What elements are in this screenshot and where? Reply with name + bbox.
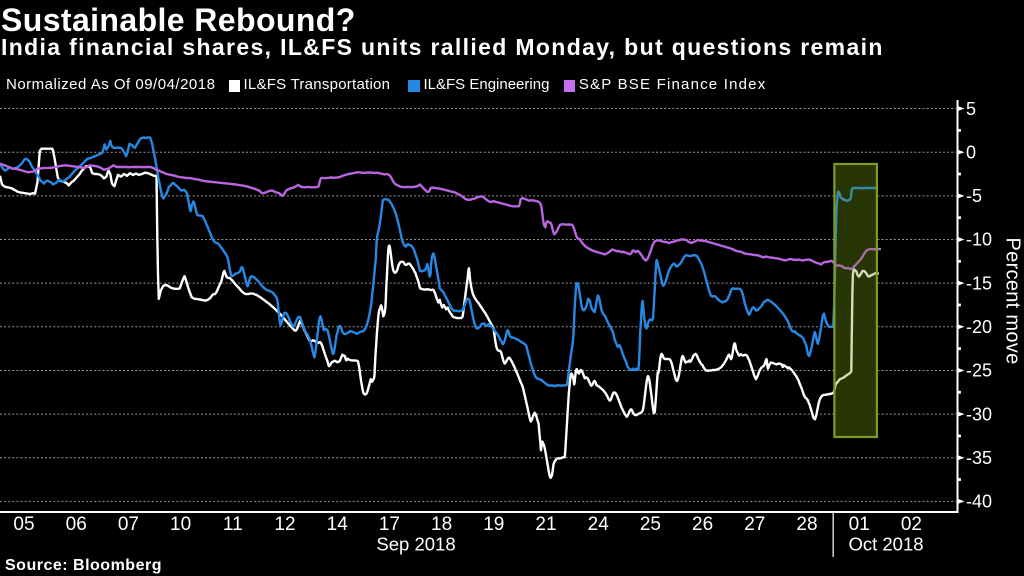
- svg-text:19: 19: [483, 514, 504, 535]
- svg-text:0: 0: [966, 142, 976, 162]
- svg-text:24: 24: [588, 514, 610, 535]
- svg-text:05: 05: [13, 514, 34, 535]
- svg-text:26: 26: [692, 514, 713, 535]
- svg-text:-10: -10: [966, 230, 992, 250]
- svg-text:02: 02: [901, 514, 922, 535]
- svg-text:11: 11: [223, 514, 243, 535]
- svg-text:18: 18: [431, 514, 452, 535]
- svg-text:01: 01: [849, 514, 870, 535]
- svg-text:10: 10: [170, 514, 191, 535]
- svg-text:14: 14: [327, 514, 349, 535]
- svg-text:28: 28: [796, 514, 817, 535]
- svg-text:27: 27: [744, 514, 765, 535]
- svg-text:12: 12: [274, 514, 295, 535]
- svg-text:21: 21: [535, 514, 556, 535]
- svg-text:Oct 2018: Oct 2018: [848, 534, 923, 555]
- svg-text:07: 07: [118, 514, 139, 535]
- svg-text:Percent move: Percent move: [1002, 238, 1024, 365]
- svg-text:-35: -35: [966, 448, 992, 468]
- svg-text:25: 25: [640, 514, 661, 535]
- svg-text:-15: -15: [966, 273, 992, 293]
- svg-text:-40: -40: [966, 492, 992, 512]
- svg-text:06: 06: [66, 514, 87, 535]
- svg-text:5: 5: [966, 99, 976, 119]
- svg-text:-30: -30: [966, 404, 992, 424]
- svg-text:-20: -20: [966, 317, 992, 337]
- svg-text:-25: -25: [966, 361, 992, 381]
- svg-text:17: 17: [379, 514, 400, 535]
- svg-text:Sep 2018: Sep 2018: [376, 534, 455, 555]
- svg-text:-5: -5: [966, 186, 982, 206]
